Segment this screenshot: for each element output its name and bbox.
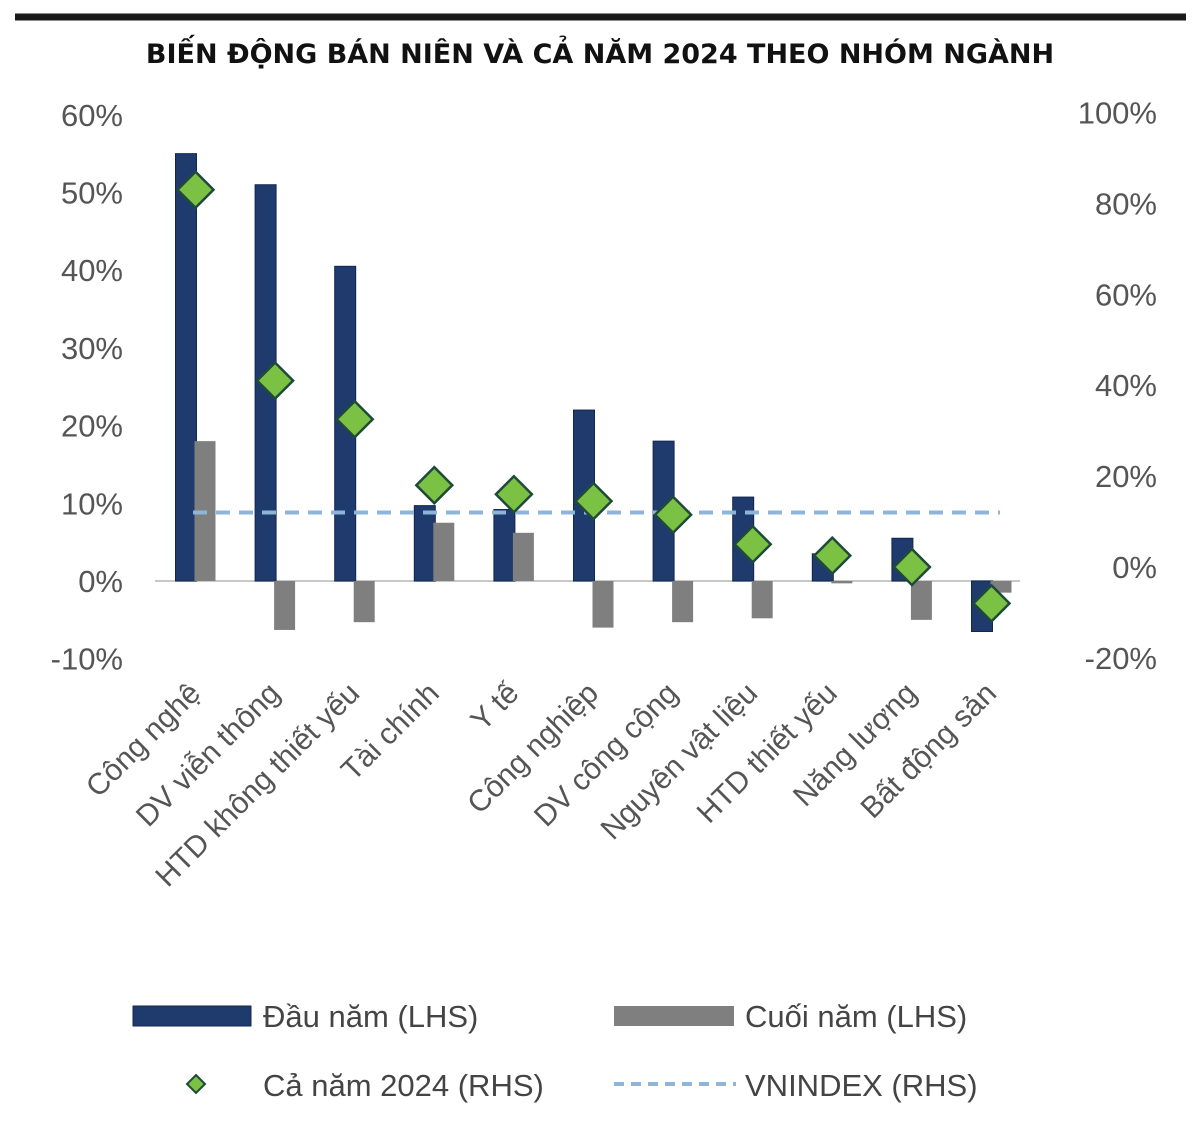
bar-cuoi-nam: [274, 581, 296, 630]
left-tick-label: 50%: [61, 176, 123, 211]
bar-cuoi-nam: [592, 581, 614, 628]
marker-ca-nam: [892, 547, 932, 587]
category-label: Y tế: [465, 676, 526, 737]
marker-ca-nam: [334, 399, 375, 440]
marker-ca-nam: [414, 465, 455, 505]
left-axis: 60% 50% 40% 30% 20% 10% 0% -10%: [51, 98, 123, 677]
right-tick-label: 80%: [1095, 186, 1157, 221]
legend-label-dau-nam: Đầu năm (LHS): [263, 999, 478, 1034]
bar-cuoi-nam: [672, 581, 694, 623]
left-tick-label: 20%: [61, 409, 123, 444]
legend-label-ca-nam: Cả năm 2024 (RHS): [263, 1068, 544, 1103]
marker-ca-nam: [812, 535, 853, 576]
left-tick-label: 0%: [78, 564, 123, 599]
bar-dau-nam: [413, 505, 436, 582]
legend-label-cuoi-nam: Cuối năm (LHS): [745, 999, 967, 1034]
bar-dau-nam: [175, 153, 197, 582]
bar-cuoi-nam: [910, 581, 932, 620]
left-tick-label: 10%: [61, 486, 123, 521]
bar-dau-nam: [493, 509, 516, 582]
left-tick-label: 60%: [61, 98, 123, 133]
marker-ca-nam: [175, 169, 216, 210]
bar-cuoi-nam: [751, 581, 773, 619]
right-tick-label: 100%: [1078, 96, 1157, 131]
left-tick-label: -10%: [51, 642, 123, 677]
left-tick-label: 30%: [61, 331, 123, 366]
right-tick-label: 20%: [1095, 459, 1157, 494]
legend: Đầu năm (LHS) Cuối năm (LHS) Cả năm 2024 (…: [132, 999, 978, 1103]
right-tick-label: 40%: [1095, 368, 1157, 403]
legend-label-vnindex: VNINDEX (RHS): [745, 1068, 978, 1103]
marker-ca-nam: [732, 524, 773, 565]
left-tick-label: 40%: [61, 253, 123, 288]
category-label: DV công cộng: [528, 677, 685, 834]
marker-ca-nam: [971, 583, 1012, 624]
marker-ca-nam: [255, 360, 295, 401]
legend-swatch-cuoi-nam: [614, 1006, 734, 1026]
right-axis: 100% 80% 60% 40% 20% 0% -20%: [1078, 96, 1157, 676]
bar-cuoi-nam: [990, 581, 1012, 593]
marker-ca-nam: [653, 494, 693, 535]
legend-swatch-dau-nam: [132, 1005, 252, 1027]
category-label: DV viễn thông: [130, 677, 287, 834]
bar-cuoi-nam: [433, 522, 455, 581]
bars-group: [175, 153, 1012, 633]
right-tick-label: 60%: [1095, 277, 1157, 312]
marker-ca-nam: [573, 481, 614, 521]
right-tick-label: -20%: [1085, 641, 1157, 676]
chart-title: BIẾN ĐỘNG BÁN NIÊN VÀ CẢ NĂM 2024 THEO N…: [146, 35, 1054, 70]
right-tick-label: 0%: [1112, 550, 1157, 585]
bar-cuoi-nam: [512, 532, 534, 581]
bar-cuoi-nam: [831, 581, 853, 584]
category-label: HTD thiết yếu: [691, 677, 844, 830]
markers-group: [175, 169, 1012, 624]
bar-cuoi-nam: [353, 581, 375, 623]
legend-swatch-ca-nam: [185, 1073, 207, 1095]
marker-ca-nam: [494, 474, 534, 515]
